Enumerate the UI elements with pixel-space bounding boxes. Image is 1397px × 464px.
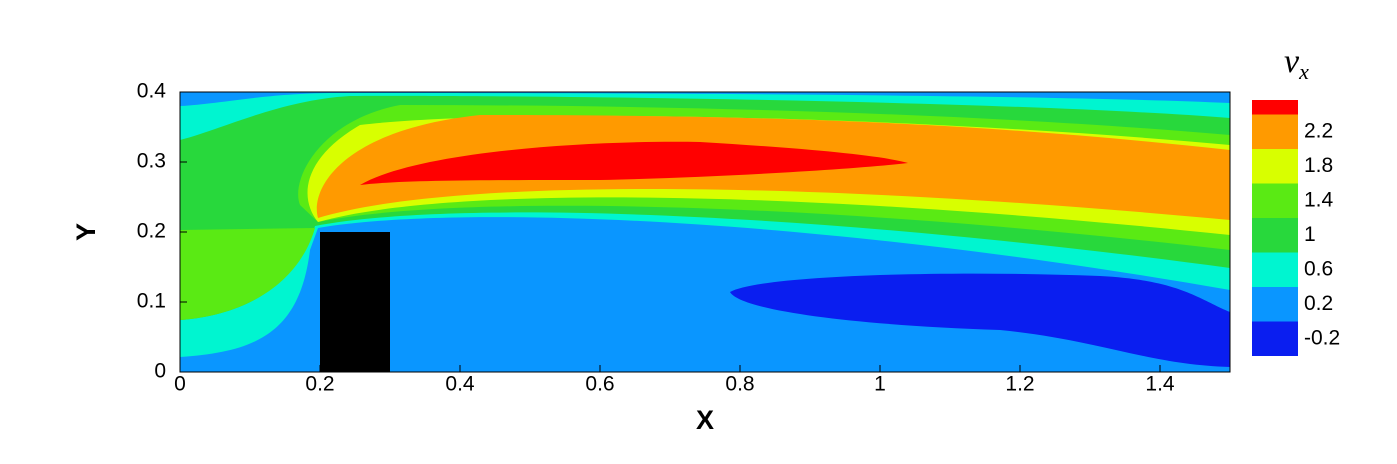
colorbar-box [1252, 287, 1298, 322]
x-tick-label: 0.8 [725, 373, 754, 396]
contour-region [730, 273, 1230, 367]
x-tick-label: 0 [174, 373, 186, 396]
colorbar-label: 0.2 [1304, 292, 1333, 315]
colorbar-label: 0.6 [1304, 257, 1333, 280]
colorbar-title: vx [1284, 43, 1309, 84]
contour-region [360, 141, 908, 185]
colorbar-label: 2.2 [1304, 119, 1333, 142]
colorbar-box [1252, 183, 1298, 218]
y-tick-label: 0 [154, 360, 166, 383]
colorbar-box [1252, 218, 1298, 253]
colorbar-subscript: x [1298, 59, 1309, 84]
y-axis-title: Y [71, 223, 101, 241]
colorbar-box [1252, 252, 1298, 287]
colorbar-box [1252, 114, 1298, 149]
colorbar-box [1252, 149, 1298, 184]
y-tick-label: 0.1 [137, 290, 166, 313]
x-tick-label: 0.6 [585, 373, 614, 396]
obstacle [320, 232, 390, 372]
contour-region [180, 228, 315, 320]
colorbar-box [1252, 321, 1298, 356]
x-tick-label: 0.4 [445, 373, 475, 396]
x-tick-label: 1 [874, 373, 886, 396]
x-tick-label: 1.4 [1145, 373, 1175, 396]
y-tick-label: 0.4 [137, 80, 167, 103]
colorbar-label: 1.8 [1304, 154, 1333, 177]
colorbar-label: 1 [1304, 223, 1316, 246]
colorbar-symbol: v [1284, 43, 1300, 80]
colorbar-label: -0.2 [1304, 326, 1340, 349]
y-tick-label: 0.2 [137, 220, 166, 243]
x-tick-label: 1.2 [1005, 373, 1034, 396]
contour-field [180, 92, 1230, 372]
colorbar-box [1252, 100, 1298, 115]
x-axis-title: X [696, 405, 714, 435]
y-tick-label: 0.3 [137, 150, 166, 173]
colorbar-label: 1.4 [1304, 188, 1334, 211]
x-tick-label: 0.2 [305, 373, 334, 396]
